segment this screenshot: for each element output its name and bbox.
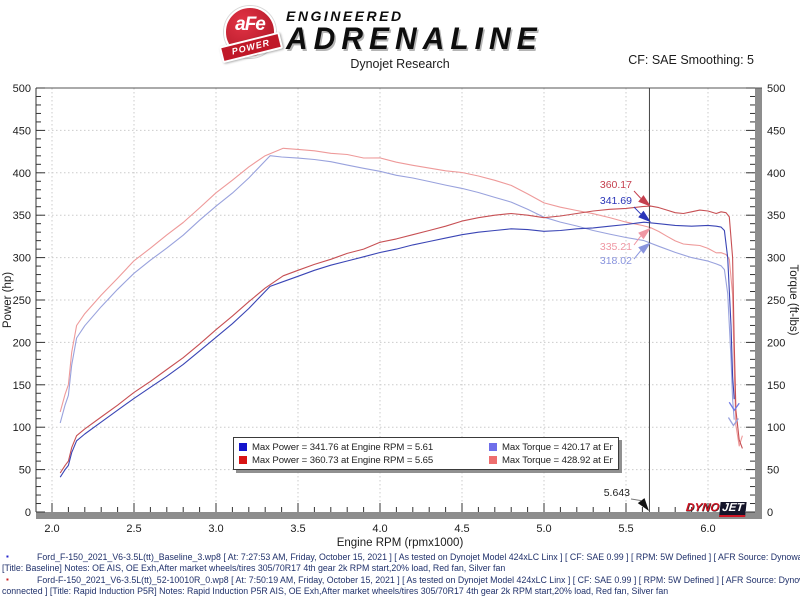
right-axis-bar bbox=[755, 88, 762, 519]
annotation-arrowhead bbox=[638, 242, 651, 254]
run2-line2: connected ] [Title: Rapid Induction P5R]… bbox=[0, 586, 800, 597]
power-tick-label: 500 bbox=[13, 83, 31, 95]
run1-info-cont: [Title: Baseline] Notes: OE AIS, OE Exh,… bbox=[2, 563, 506, 574]
power-tick-label: 50 bbox=[19, 465, 31, 477]
torque-tick-label: 0 bbox=[767, 507, 773, 519]
cursor-value-baseline-power: 341.69 bbox=[599, 195, 632, 207]
power-tick-label: 0 bbox=[25, 507, 31, 519]
dynojet-logo-dyno: DYNO bbox=[685, 502, 720, 514]
rapid-induction-torque-swatch bbox=[489, 456, 497, 464]
run1-bullet: ▪ bbox=[6, 552, 9, 561]
rpm-tick-label: 3.0 bbox=[208, 523, 223, 535]
cursor-rpm-label: 5.643 bbox=[603, 487, 630, 499]
brand-text: ENGINEERED ADRENALINE bbox=[286, 6, 543, 57]
legend-label: Max Torque = 428.92 at Engine RPM = 3.41 bbox=[502, 454, 613, 466]
baseline-torque-swatch bbox=[489, 443, 497, 451]
legend-entry-baseline-power: Max Power = 341.76 at Engine RPM = 5.61 bbox=[239, 441, 489, 453]
torque-tick-label: 50 bbox=[767, 465, 779, 477]
power-tick-label: 250 bbox=[13, 295, 31, 307]
run2-line1: ▪ Ford-F-150_2021_V6-3.5L(tt)_52-10010R_… bbox=[0, 575, 800, 586]
annotation-arrow-tail bbox=[633, 250, 642, 260]
rpm-tick-label: 6.0 bbox=[700, 523, 715, 535]
torque-tick-label: 300 bbox=[767, 253, 785, 265]
legend-label: Max Torque = 420.17 at Engine RPM = 3.33 bbox=[502, 441, 613, 453]
annotation-arrowhead bbox=[637, 498, 649, 511]
power-tick-label: 350 bbox=[13, 210, 31, 222]
cursor-value-baseline-torque: 318.02 bbox=[599, 255, 632, 267]
rapid-induction-power-swatch bbox=[239, 456, 247, 464]
torque-tick-label: 100 bbox=[767, 422, 785, 434]
legend-label: Max Power = 341.76 at Engine RPM = 5.61 bbox=[252, 441, 434, 453]
rpm-tick-label: 4.5 bbox=[454, 523, 469, 535]
run-info-footer: ▪ Ford_F-150_2021_V6-3.5L(tt)_Baseline_3… bbox=[0, 552, 800, 598]
cursor-value-rapid-induction-torque: 335.21 bbox=[599, 241, 632, 253]
dynojet-logo-jet: JET bbox=[719, 502, 747, 517]
series-baseline-power bbox=[59, 221, 735, 478]
power-tick-label: 150 bbox=[13, 380, 31, 392]
torque-tick-label: 450 bbox=[767, 125, 785, 137]
rpm-tick-label: 2.0 bbox=[44, 523, 59, 535]
torque-tick-label: 250 bbox=[767, 295, 785, 307]
run1-line2: [Title: Baseline] Notes: OE AIS, OE Exh,… bbox=[0, 563, 800, 574]
right-axis-title: Torque (ft-lbs) bbox=[787, 265, 799, 336]
run2-info-cont: connected ] [Title: Rapid Induction P5R]… bbox=[2, 586, 669, 597]
series-rapid-induction-power bbox=[59, 205, 743, 474]
power-tick-label: 300 bbox=[13, 253, 31, 265]
axis-ticks bbox=[36, 87, 755, 513]
power-tick-label: 200 bbox=[13, 337, 31, 349]
annotation-arrowhead bbox=[638, 227, 651, 240]
annotation-arrow-tail bbox=[633, 235, 642, 246]
page-title: Dynojet Research bbox=[350, 57, 450, 71]
power-tick-label: 400 bbox=[13, 168, 31, 180]
curve-end-marker bbox=[727, 417, 739, 427]
legend-entry-rapid-induction-torque: Max Torque = 428.92 at Engine RPM = 3.41 bbox=[489, 454, 613, 466]
cf-smoothing-label: CF: SAE Smoothing: 5 bbox=[628, 53, 754, 67]
afe-logo: aFe POWER ENGINEERED ADRENALINE bbox=[218, 6, 543, 64]
afe-badge: aFe POWER bbox=[218, 6, 284, 64]
left-axis-title: Power (hp) bbox=[2, 272, 14, 328]
axis-titles: Engine RPM (rpmx1000) Power (hp) Torque (f… bbox=[2, 265, 799, 549]
annotation-arrowhead bbox=[638, 210, 651, 223]
power-tick-label: 450 bbox=[13, 125, 31, 137]
rpm-tick-label: 5.5 bbox=[618, 523, 633, 535]
baseline-power-swatch bbox=[239, 443, 247, 451]
torque-tick-label: 150 bbox=[767, 380, 785, 392]
curve-end-marker bbox=[728, 401, 740, 412]
run1-info: Ford_F-150_2021_V6-3.5L(tt)_Baseline_3.w… bbox=[37, 552, 800, 562]
torque-tick-label: 400 bbox=[767, 168, 785, 180]
cursor-rpm-arrow-tail bbox=[630, 498, 642, 502]
torque-tick-label: 500 bbox=[767, 83, 785, 95]
annotation-arrowhead bbox=[638, 195, 651, 207]
rpm-tick-label: 2.5 bbox=[126, 523, 141, 535]
annotation-arrow-tail bbox=[633, 206, 642, 215]
legend-box: Max Power = 341.76 at Engine RPM = 5.61 … bbox=[233, 437, 619, 470]
series-baseline-torque bbox=[59, 155, 735, 424]
power-tick-label: 100 bbox=[13, 422, 31, 434]
rpm-tick-label: 5.0 bbox=[536, 523, 551, 535]
torque-tick-label: 200 bbox=[767, 337, 785, 349]
dynojet-logo: DYNO JET bbox=[685, 502, 747, 517]
bottom-axis-bar bbox=[36, 512, 762, 519]
afe-badge-text: aFe bbox=[235, 14, 266, 35]
x-axis-title: Engine RPM (rpmx1000) bbox=[337, 537, 464, 549]
annotation-arrow-tail bbox=[633, 190, 642, 199]
rpm-tick-label: 4.0 bbox=[372, 523, 387, 535]
run2-info: Ford-F-150_2021_V6-3.5L(tt)_52-10010R_0.… bbox=[37, 574, 800, 585]
tick-labels: 0 0 50 50 100 100 150 150 200 200 250 250 300 300 350 3… bbox=[13, 83, 786, 535]
brand-adrenaline: ADRENALINE bbox=[286, 21, 543, 57]
brand-engineered: ENGINEERED bbox=[286, 8, 404, 24]
run1-line1: ▪ Ford_F-150_2021_V6-3.5L(tt)_Baseline_3… bbox=[0, 552, 800, 563]
series-rapid-induction-torque bbox=[59, 147, 743, 447]
legend-entry-rapid-induction-power: Max Power = 360.73 at Engine RPM = 5.65 bbox=[239, 454, 489, 466]
legend-label: Max Power = 360.73 at Engine RPM = 5.65 bbox=[252, 454, 434, 466]
legend-entry-baseline-torque: Max Torque = 420.17 at Engine RPM = 3.33 bbox=[489, 441, 613, 453]
run2-bullet: ▪ bbox=[6, 574, 9, 584]
rpm-tick-label: 3.5 bbox=[290, 523, 305, 535]
cursor-value-rapid-induction-power: 360.17 bbox=[599, 179, 632, 191]
torque-tick-label: 350 bbox=[767, 210, 785, 222]
